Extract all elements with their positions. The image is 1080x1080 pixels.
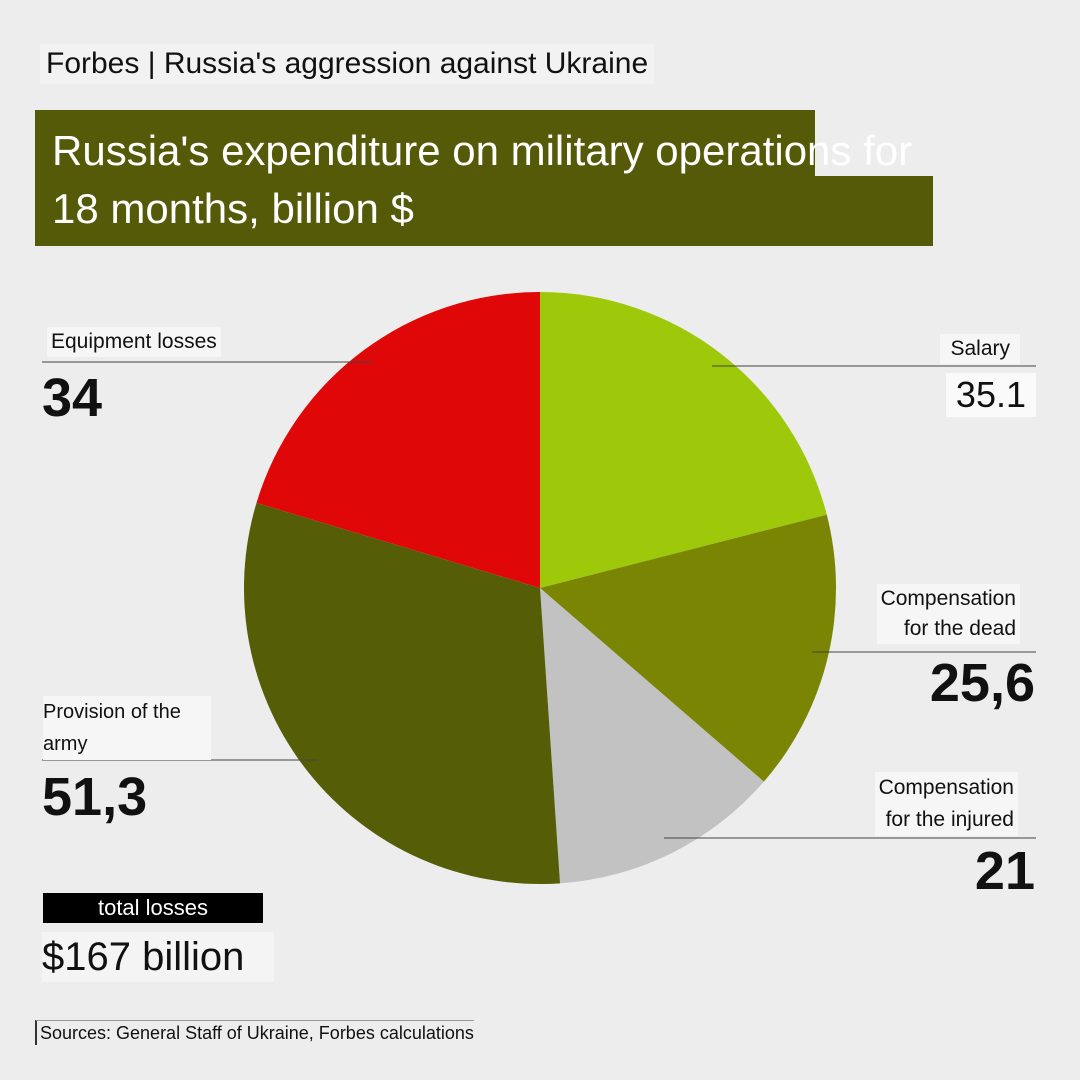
label-equipment: Equipment losses bbox=[47, 327, 221, 357]
value-dead: 25,6 bbox=[929, 653, 1035, 713]
value-equipment: 34 bbox=[42, 368, 103, 428]
value-provision: 51,3 bbox=[42, 767, 148, 827]
total-label: total losses bbox=[43, 893, 263, 923]
pie-slice-provision-of-the-army bbox=[243, 502, 561, 884]
pie-slice-equipment-losses bbox=[256, 292, 540, 588]
pie-slice-compensation-for-the-injured bbox=[540, 588, 764, 884]
label-salary: Salary bbox=[940, 334, 1020, 364]
label-dead: Compensation for the dead bbox=[876, 584, 1020, 644]
label-injured: Compensation for the injured bbox=[874, 772, 1018, 836]
source-note: Sources: General Staff of Ukraine, Forbe… bbox=[35, 1020, 474, 1045]
pie-slice-compensation-for-the-dead bbox=[540, 514, 836, 782]
value-salary: 35.1 bbox=[945, 373, 1036, 417]
title-block: Russia's expenditure on military operati… bbox=[35, 110, 935, 246]
chart-title: Russia's expenditure on military operati… bbox=[52, 127, 913, 232]
kicker: Forbes | Russia's aggression against Ukr… bbox=[40, 44, 655, 84]
value-injured: 21 bbox=[974, 841, 1035, 901]
total-value: $167 billion bbox=[42, 932, 275, 982]
pie-slice-salary bbox=[540, 292, 827, 588]
label-provision: Provision of the army bbox=[43, 696, 211, 760]
